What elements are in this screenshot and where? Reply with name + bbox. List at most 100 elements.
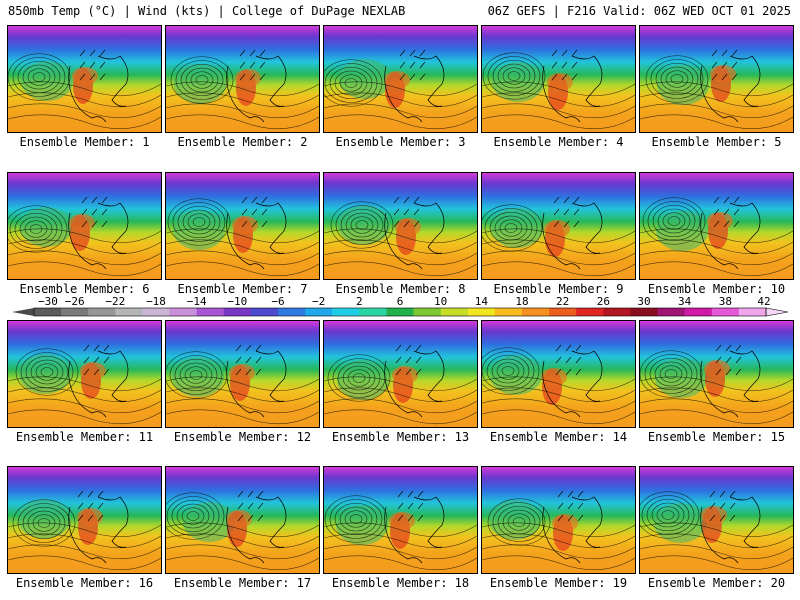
ensemble-member-map: [323, 320, 478, 428]
temperature-map: [8, 26, 161, 132]
colorbar-swatch: [630, 308, 659, 316]
ensemble-member-label: Ensemble Member: 7: [177, 282, 308, 296]
ensemble-member-map: [639, 172, 794, 280]
ensemble-member-map: [165, 320, 320, 428]
ensemble-member-map: [323, 25, 478, 133]
ensemble-member-map: [481, 466, 636, 574]
colorbar-tick-label: 2: [356, 295, 363, 308]
colorbar-swatch: [332, 308, 360, 316]
temperature-map: [324, 173, 477, 279]
colorbar-swatch: [467, 308, 496, 316]
ensemble-member-map: [165, 172, 320, 280]
temperature-map: [640, 321, 793, 427]
ensemble-member-map: [7, 172, 162, 280]
ensemble-member-label: Ensemble Member: 19: [489, 576, 628, 590]
colorbar-tick-label: 34: [678, 295, 692, 308]
title-right: 06Z GEFS | F216 Valid: 06Z WED OCT 01 20…: [487, 4, 791, 18]
colorbar-swatch: [576, 308, 604, 316]
ensemble-member-label: Ensemble Member: 15: [647, 430, 786, 444]
colorbar-low-arrow: [12, 308, 34, 316]
colorbar-swatch: [115, 308, 143, 316]
colorbar-swatch: [61, 308, 89, 316]
colorbar-tick-label: 38: [719, 295, 732, 308]
colorbar-swatch: [88, 308, 116, 316]
colorbar-swatch: [386, 308, 415, 316]
colorbar-swatch: [522, 308, 550, 316]
ensemble-member-label: Ensemble Member: 1: [19, 135, 150, 149]
temperature-map: [640, 467, 793, 573]
ensemble-member-label: Ensemble Member: 16: [15, 576, 154, 590]
ensemble-member-map: [165, 25, 320, 133]
ensemble-member-label: Ensemble Member: 17: [173, 576, 312, 590]
ensemble-member-label: Ensemble Member: 20: [647, 576, 786, 590]
ensemble-member-label: Ensemble Member: 2: [177, 135, 308, 149]
ensemble-member-label: Ensemble Member: 9: [493, 282, 624, 296]
colorbar-tick-label: −10: [227, 295, 247, 308]
ensemble-member-map: [481, 172, 636, 280]
temperature-map: [640, 26, 793, 132]
colorbar-swatch: [359, 308, 387, 316]
ensemble-member-map: [481, 320, 636, 428]
temperature-map: [324, 467, 477, 573]
ensemble-member-label: Ensemble Member: 5: [651, 135, 782, 149]
colorbar-tick-label: −26: [65, 295, 85, 308]
ensemble-member-label: Ensemble Member: 10: [647, 282, 786, 296]
colorbar-swatch: [305, 308, 333, 316]
ensemble-member-map: [7, 320, 162, 428]
ensemble-member-label: Ensemble Member: 6: [19, 282, 150, 296]
colorbar-tick-label: 30: [637, 295, 650, 308]
ensemble-member-label: Ensemble Member: 14: [489, 430, 628, 444]
temperature-map: [166, 467, 319, 573]
colorbar-swatch: [413, 308, 442, 316]
colorbar-high-arrow: [765, 307, 789, 317]
colorbar-tick-label: 10: [434, 295, 447, 308]
ensemble-member-label: Ensemble Member: 4: [493, 135, 624, 149]
ensemble-member-map: [639, 320, 794, 428]
colorbar-tick-label: −22: [105, 295, 125, 308]
colorbar-swatch: [250, 308, 279, 316]
ensemble-member-map: [323, 466, 478, 574]
ensemble-member-map: [323, 172, 478, 280]
colorbar-swatch: [278, 308, 306, 316]
temperature-map: [324, 26, 477, 132]
colorbar-swatch: [142, 308, 171, 316]
ensemble-member-map: [481, 25, 636, 133]
temperature-map: [8, 467, 161, 573]
title-left: 850mb Temp (°C) | Wind (kts) | College o…: [8, 4, 406, 18]
ensemble-member-map: [165, 466, 320, 574]
colorbar-swatch: [549, 308, 577, 316]
colorbar-tick-label: 22: [556, 295, 569, 308]
colorbar-swatch: [657, 308, 686, 316]
ensemble-member-map: [7, 25, 162, 133]
temperature-map: [166, 173, 319, 279]
colorbar-swatch: [494, 308, 523, 316]
colorbar-tick-label: −2: [312, 295, 325, 308]
colorbar-tick-label: 42: [757, 295, 770, 308]
colorbar-swatch: [711, 308, 740, 316]
temperature-map: [8, 321, 161, 427]
ensemble-member-map: [639, 466, 794, 574]
ensemble-member-map: [639, 25, 794, 133]
temperature-map: [482, 26, 635, 132]
ensemble-member-label: Ensemble Member: 13: [331, 430, 470, 444]
colorbar-tick-label: 26: [597, 295, 610, 308]
ensemble-member-label: Ensemble Member: 11: [15, 430, 154, 444]
colorbar-swatch: [440, 308, 469, 316]
colorbar-tick-label: 14: [475, 295, 489, 308]
colorbar-swatch: [684, 308, 713, 316]
temperature-map: [8, 173, 161, 279]
ensemble-member-label: Ensemble Member: 3: [335, 135, 466, 149]
colorbar-tick-label: 6: [397, 295, 404, 308]
colorbar-swatch: [603, 308, 631, 316]
ensemble-member-label: Ensemble Member: 18: [331, 576, 470, 590]
colorbar-tick-label: −18: [146, 295, 166, 308]
temperature-map: [324, 321, 477, 427]
colorbar-swatch: [196, 308, 225, 316]
colorbar-swatch: [223, 308, 252, 316]
temperature-map: [640, 173, 793, 279]
ensemble-member-label: Ensemble Member: 12: [173, 430, 312, 444]
colorbar-swatch: [169, 308, 198, 316]
colorbar-swatch: [738, 308, 767, 316]
temperature-map: [482, 321, 635, 427]
ensemble-member-label: Ensemble Member: 8: [335, 282, 466, 296]
